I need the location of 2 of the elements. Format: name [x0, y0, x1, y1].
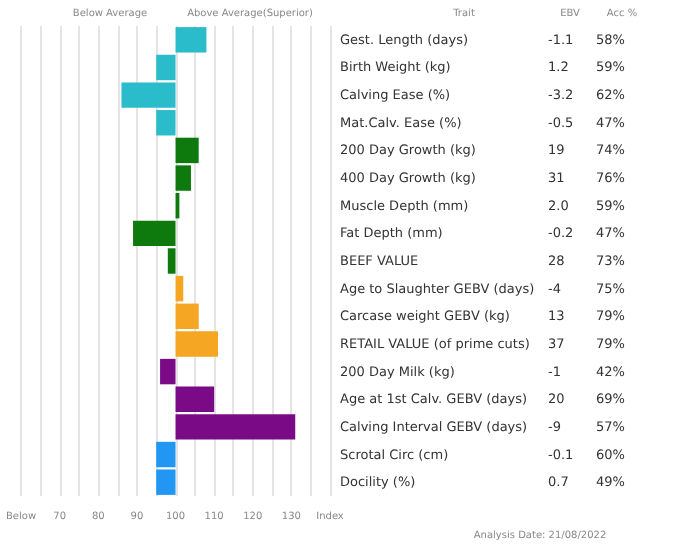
bar: [160, 358, 176, 385]
bar: [175, 27, 207, 53]
